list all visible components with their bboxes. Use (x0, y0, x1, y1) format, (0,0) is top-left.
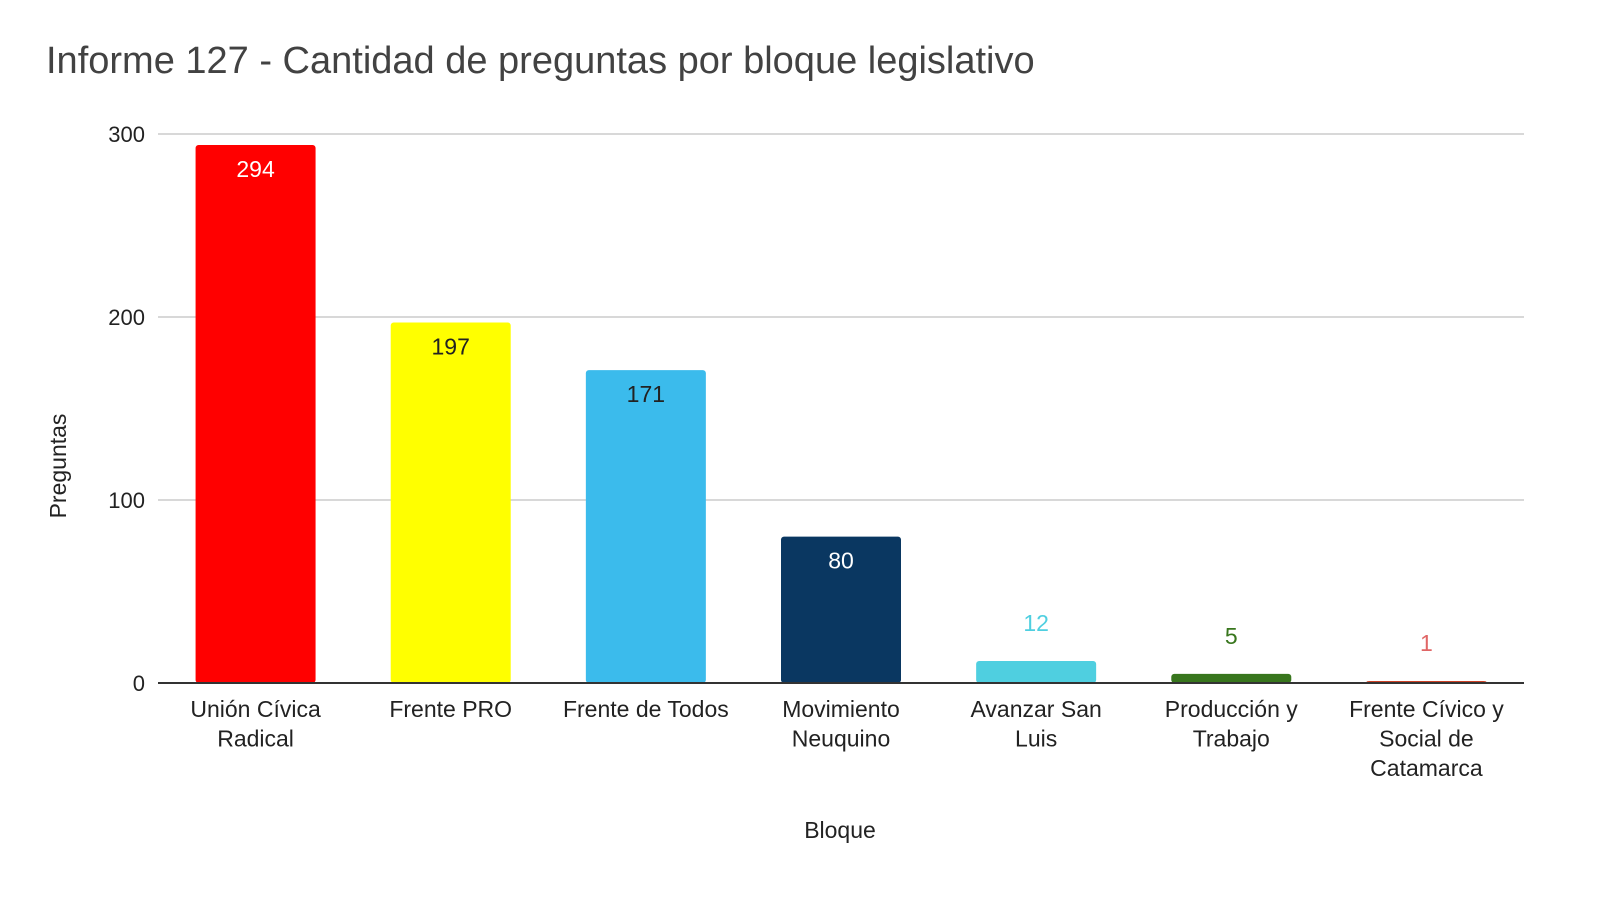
x-tick-label: Avanzar San (971, 696, 1102, 722)
x-tick-label: Movimiento (782, 696, 900, 722)
data-label: 171 (627, 381, 665, 407)
bar[interactable] (195, 144, 316, 684)
y-axis-title: Preguntas (45, 414, 71, 519)
data-label: 197 (432, 333, 470, 359)
y-axis-ticks: 0 100 200 300 (108, 122, 145, 696)
x-tick-label: Social de (1379, 726, 1474, 752)
data-label: 1 (1420, 630, 1433, 656)
x-tick-label: Frente PRO (389, 696, 512, 722)
bar[interactable] (976, 661, 1097, 683)
data-label: 80 (828, 548, 854, 574)
x-tick-label: Trabajo (1193, 726, 1270, 752)
x-tick-label: Luis (1015, 726, 1057, 752)
bars (195, 144, 1487, 684)
x-tick-label: Frente Cívico y (1349, 696, 1504, 722)
gridlines (158, 133, 1524, 501)
data-label: 294 (236, 156, 275, 182)
y-tick-label: 100 (108, 488, 145, 513)
x-tick-label: Unión Cívica (190, 696, 321, 722)
x-tick-label: Radical (217, 726, 294, 752)
x-axis-title: Bloque (804, 817, 876, 843)
y-tick-label: 200 (108, 305, 145, 330)
bar[interactable] (390, 322, 511, 683)
y-tick-label: 300 (108, 122, 145, 147)
data-label: 5 (1225, 623, 1238, 649)
y-tick-label: 0 (133, 671, 145, 696)
x-tick-label: Producción y (1165, 696, 1298, 722)
bar[interactable] (1171, 673, 1292, 683)
x-tick-label: Neuquino (792, 726, 890, 752)
data-labels: 294 197 171 80 12 5 1 (236, 156, 1432, 656)
x-tick-label: Catamarca (1370, 755, 1483, 781)
data-label: 12 (1023, 610, 1049, 636)
chart-title: Informe 127 - Cantidad de preguntas por … (46, 40, 1035, 82)
bar[interactable] (585, 370, 706, 683)
bar[interactable] (781, 536, 901, 683)
x-axis-categories: Unión Cívica Radical Frente PRO Frente de T… (190, 696, 1504, 781)
x-tick-label: Frente de Todos (563, 696, 729, 722)
